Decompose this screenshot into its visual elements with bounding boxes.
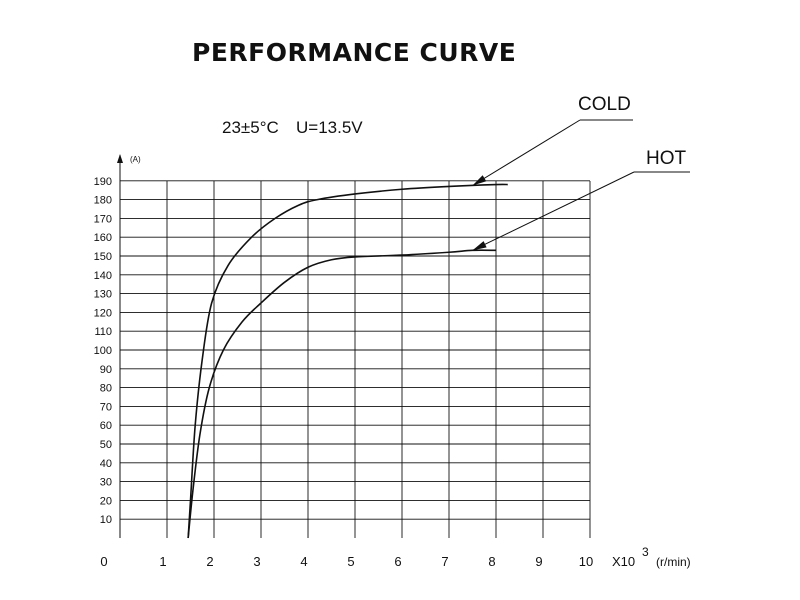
chart-title: PERFORMANCE CURVE	[192, 38, 517, 67]
y-tick-label: 120	[94, 307, 112, 319]
y-tick-label: 180	[94, 195, 112, 207]
y-tick-label: 160	[94, 232, 112, 244]
axes	[117, 154, 123, 538]
x-tick-label: 8	[488, 554, 495, 569]
cold-arrowhead	[472, 175, 487, 186]
cold-curve	[187, 183, 508, 539]
cold-leader-line	[472, 119, 581, 186]
x-tick-label: 10	[579, 554, 593, 569]
hot-arrowhead	[472, 241, 487, 251]
y-tick-label: 20	[100, 495, 112, 507]
labels: (A)1020304050607080901001101201301401501…	[94, 94, 691, 569]
hot-curve	[187, 249, 497, 539]
grid	[120, 180, 591, 538]
y-tick-label: 10	[100, 514, 112, 526]
cold-series-label: COLD	[578, 94, 631, 115]
hot-series-label: HOT	[646, 148, 687, 169]
y-tick-label: 60	[100, 420, 112, 432]
series-layer	[187, 119, 690, 539]
x-tick-label: 9	[535, 554, 542, 569]
hot-leader-line	[472, 171, 635, 251]
y-axis-label: (A)	[130, 155, 141, 164]
y-axis-arrow	[117, 154, 123, 163]
y-tick-label: 80	[100, 383, 112, 395]
x-axis-exponent: 3	[642, 545, 649, 559]
x-tick-label: 1	[159, 554, 166, 569]
y-tick-label: 150	[94, 251, 112, 263]
y-tick-label: 170	[94, 213, 112, 225]
x-tick-label: 7	[441, 554, 448, 569]
x-tick-label: 0	[100, 554, 107, 569]
temperature-label: 23±5°C	[222, 118, 279, 137]
y-tick-label: 70	[100, 401, 112, 413]
y-tick-label: 110	[94, 326, 112, 338]
y-tick-label: 50	[100, 439, 112, 451]
x-tick-label: 3	[253, 554, 260, 569]
x-tick-label: 4	[300, 554, 307, 569]
voltage-label: U=13.5V	[296, 118, 363, 137]
y-tick-label: 130	[94, 289, 112, 301]
y-tick-label: 100	[94, 345, 112, 357]
x-axis-label: X10	[612, 554, 635, 569]
y-tick-label: 140	[94, 270, 112, 282]
x-tick-label: 5	[347, 554, 354, 569]
x-axis-unit: (r/min)	[656, 555, 691, 569]
y-tick-label: 30	[100, 477, 112, 489]
y-tick-label: 190	[94, 176, 112, 188]
y-tick-label: 40	[100, 458, 112, 470]
y-tick-label: 90	[100, 364, 112, 376]
x-tick-label: 6	[394, 554, 401, 569]
x-tick-label: 2	[206, 554, 213, 569]
